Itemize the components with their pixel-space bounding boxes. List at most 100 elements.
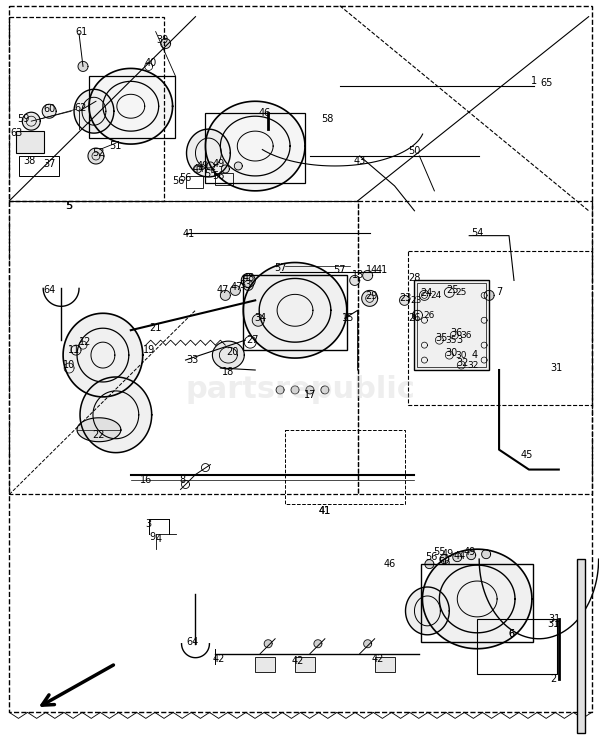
Text: 49: 49 — [441, 549, 454, 560]
Text: 1: 1 — [531, 76, 537, 86]
Text: 41: 41 — [319, 506, 331, 516]
Polygon shape — [453, 553, 462, 562]
Text: 3: 3 — [146, 519, 152, 530]
Text: 23: 23 — [411, 296, 422, 305]
Text: 8: 8 — [179, 474, 185, 485]
Text: 44: 44 — [453, 551, 466, 561]
Polygon shape — [161, 39, 170, 49]
Text: 49: 49 — [463, 548, 475, 557]
Polygon shape — [481, 357, 487, 363]
Text: 55: 55 — [204, 169, 217, 179]
Text: 13: 13 — [352, 271, 364, 280]
Polygon shape — [445, 287, 454, 298]
Polygon shape — [425, 560, 434, 568]
Bar — [407, 251, 592, 405]
Text: 41: 41 — [376, 266, 388, 275]
Polygon shape — [445, 351, 453, 359]
Text: 30: 30 — [455, 351, 467, 360]
Polygon shape — [482, 550, 491, 559]
Text: 60: 60 — [43, 104, 55, 114]
Text: 65: 65 — [541, 79, 553, 88]
Text: 55: 55 — [433, 548, 446, 557]
Bar — [577, 560, 584, 733]
Text: 5: 5 — [66, 200, 72, 211]
Text: 42: 42 — [292, 656, 304, 666]
Polygon shape — [187, 129, 230, 177]
Polygon shape — [484, 290, 494, 301]
Polygon shape — [243, 263, 347, 358]
Bar — [10, 16, 164, 200]
Bar — [477, 619, 557, 674]
Text: 19: 19 — [143, 345, 155, 355]
Polygon shape — [42, 104, 56, 118]
Polygon shape — [80, 377, 152, 453]
Bar — [374, 657, 395, 672]
Polygon shape — [419, 290, 430, 301]
Text: 36: 36 — [450, 328, 463, 338]
Polygon shape — [212, 341, 244, 369]
Text: 41: 41 — [319, 506, 331, 516]
Polygon shape — [421, 357, 427, 363]
Polygon shape — [406, 587, 449, 635]
Text: 53: 53 — [239, 280, 251, 290]
Text: 48: 48 — [242, 274, 254, 283]
Polygon shape — [421, 292, 427, 298]
Text: 47: 47 — [230, 283, 242, 292]
Text: 31: 31 — [551, 363, 563, 373]
Text: 18: 18 — [222, 367, 235, 377]
Bar — [358, 200, 592, 494]
Text: 10: 10 — [63, 360, 75, 370]
Bar — [421, 564, 533, 642]
Text: 15: 15 — [341, 313, 354, 323]
Polygon shape — [220, 290, 230, 301]
Polygon shape — [89, 68, 173, 144]
Text: 30: 30 — [445, 348, 457, 358]
Bar — [10, 200, 358, 494]
Bar — [185, 176, 203, 188]
Polygon shape — [421, 342, 427, 348]
Text: 11: 11 — [68, 345, 80, 355]
Polygon shape — [235, 162, 242, 170]
Bar — [285, 430, 404, 504]
Text: 42: 42 — [212, 654, 224, 663]
Polygon shape — [205, 101, 305, 191]
Polygon shape — [291, 386, 299, 394]
Polygon shape — [74, 89, 114, 133]
Text: 63: 63 — [10, 128, 22, 138]
Polygon shape — [252, 314, 264, 326]
Text: 25: 25 — [446, 286, 458, 295]
Polygon shape — [206, 162, 214, 170]
Polygon shape — [78, 61, 88, 71]
Polygon shape — [243, 280, 253, 290]
Polygon shape — [193, 165, 202, 173]
Text: 21: 21 — [149, 323, 162, 333]
Polygon shape — [77, 418, 121, 441]
Polygon shape — [363, 271, 373, 280]
Text: 49: 49 — [212, 159, 224, 169]
Text: 23: 23 — [400, 293, 412, 304]
Text: 26: 26 — [408, 313, 421, 323]
Polygon shape — [481, 342, 487, 348]
Text: 3: 3 — [456, 335, 463, 345]
Text: 20: 20 — [226, 347, 239, 357]
Text: 39: 39 — [157, 34, 169, 45]
Text: 26: 26 — [424, 310, 435, 320]
Polygon shape — [22, 112, 40, 130]
Polygon shape — [321, 386, 329, 394]
Polygon shape — [88, 148, 104, 164]
Polygon shape — [451, 331, 458, 339]
Text: 57: 57 — [334, 266, 346, 275]
Polygon shape — [350, 275, 360, 286]
Bar — [16, 131, 44, 153]
Polygon shape — [421, 317, 427, 323]
Bar — [418, 283, 486, 367]
Text: 6: 6 — [508, 629, 514, 639]
Text: 28: 28 — [408, 274, 421, 283]
Polygon shape — [362, 290, 377, 307]
Text: 62: 62 — [75, 103, 87, 113]
Text: 43: 43 — [353, 156, 366, 166]
Polygon shape — [457, 361, 465, 369]
Text: 51: 51 — [110, 141, 122, 151]
Bar — [19, 156, 59, 176]
Polygon shape — [276, 386, 284, 394]
